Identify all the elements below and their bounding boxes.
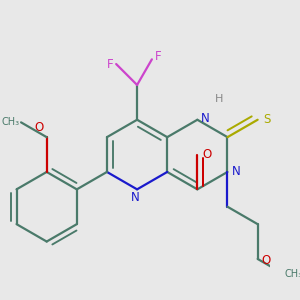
Text: O: O: [35, 122, 44, 134]
Text: O: O: [203, 148, 212, 161]
Text: CH₃: CH₃: [2, 117, 20, 128]
Text: CH₃: CH₃: [285, 269, 300, 279]
Text: N: N: [232, 165, 240, 178]
Text: S: S: [263, 113, 270, 126]
Text: O: O: [262, 254, 271, 267]
Text: F: F: [107, 58, 113, 70]
Text: F: F: [154, 50, 161, 63]
Text: H: H: [215, 94, 223, 104]
Text: N: N: [131, 191, 140, 204]
Text: N: N: [201, 112, 210, 125]
